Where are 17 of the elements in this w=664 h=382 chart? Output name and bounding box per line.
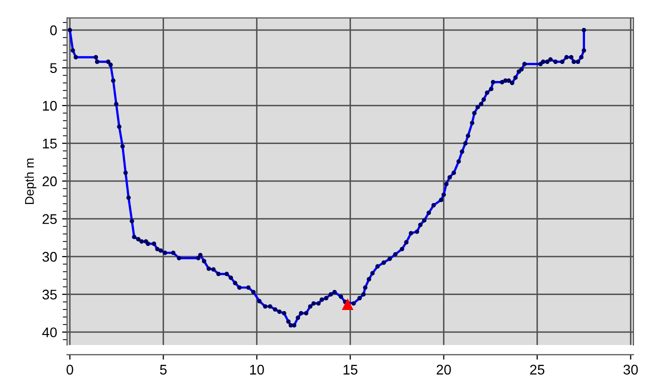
y-tick-label: 0 <box>50 25 57 36</box>
y-tick-label: 20 <box>42 176 57 186</box>
y-tick-label: 25 <box>42 214 57 224</box>
x-tick-label: 5 <box>160 364 167 375</box>
x-tick-label: 0 <box>66 364 74 375</box>
y-tick-label: 40 <box>42 327 57 338</box>
y-tick-label: 15 <box>42 138 57 148</box>
y-axis-title: Depth m <box>24 158 36 204</box>
x-tick-label: 15 <box>344 364 358 375</box>
y-tick-label: 35 <box>42 290 57 300</box>
y-tick-label: 5 <box>50 63 57 73</box>
y-tick-label: 30 <box>42 252 57 262</box>
x-tick-label: 30 <box>623 364 638 375</box>
x-tick-label: 20 <box>436 364 451 375</box>
x-tick-label: 25 <box>530 364 544 375</box>
x-tick-label: 10 <box>250 364 264 375</box>
y-tick-label: 10 <box>42 100 57 111</box>
